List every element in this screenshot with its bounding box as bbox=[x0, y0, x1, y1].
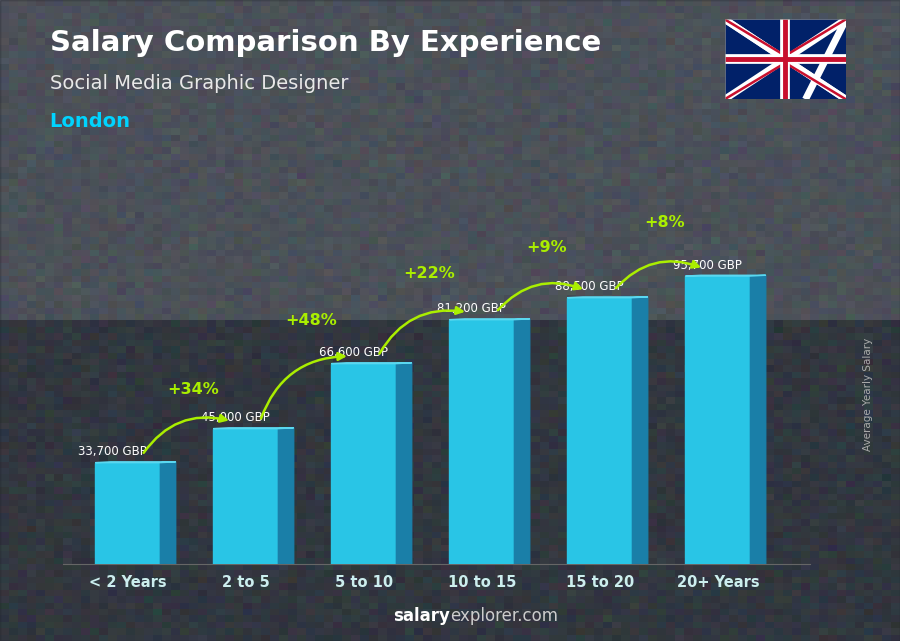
Polygon shape bbox=[515, 319, 530, 564]
Polygon shape bbox=[213, 428, 293, 429]
Text: explorer.com: explorer.com bbox=[450, 607, 558, 625]
Bar bbox=[331, 363, 396, 564]
Polygon shape bbox=[449, 319, 530, 320]
Text: 81,200 GBP: 81,200 GBP bbox=[437, 302, 506, 315]
Bar bbox=[213, 429, 278, 564]
Polygon shape bbox=[633, 297, 648, 564]
Text: salary: salary bbox=[393, 607, 450, 625]
Text: +34%: +34% bbox=[166, 382, 219, 397]
Bar bbox=[686, 276, 751, 564]
Text: Social Media Graphic Designer: Social Media Graphic Designer bbox=[50, 74, 348, 93]
Text: +48%: +48% bbox=[285, 313, 337, 328]
Polygon shape bbox=[751, 275, 766, 564]
Text: +9%: +9% bbox=[526, 240, 567, 255]
Text: 88,500 GBP: 88,500 GBP bbox=[555, 280, 624, 293]
Polygon shape bbox=[95, 462, 176, 463]
Text: 95,700 GBP: 95,700 GBP bbox=[673, 258, 742, 272]
Text: +22%: +22% bbox=[403, 266, 454, 281]
Polygon shape bbox=[686, 275, 766, 276]
Polygon shape bbox=[278, 428, 293, 564]
Text: Average Yearly Salary: Average Yearly Salary bbox=[862, 338, 873, 451]
Text: Salary Comparison By Experience: Salary Comparison By Experience bbox=[50, 29, 601, 57]
Text: +8%: +8% bbox=[644, 215, 685, 230]
Bar bbox=[95, 463, 160, 564]
Bar bbox=[568, 297, 633, 564]
Polygon shape bbox=[160, 462, 176, 564]
Text: London: London bbox=[50, 112, 130, 131]
Text: 45,000 GBP: 45,000 GBP bbox=[201, 411, 270, 424]
Text: 66,600 GBP: 66,600 GBP bbox=[320, 346, 388, 359]
Polygon shape bbox=[396, 363, 411, 564]
Text: 33,700 GBP: 33,700 GBP bbox=[78, 445, 147, 458]
Bar bbox=[449, 320, 515, 564]
